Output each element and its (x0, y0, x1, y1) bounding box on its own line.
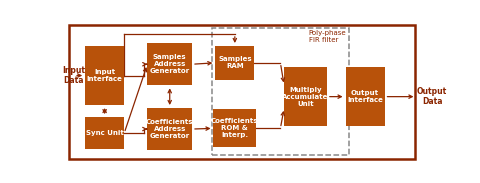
FancyBboxPatch shape (346, 67, 384, 126)
Text: Input
Data: Input Data (62, 66, 85, 85)
Text: Poly-phase
FIR filter: Poly-phase FIR filter (309, 30, 347, 43)
Text: Output
Interface: Output Interface (347, 90, 383, 103)
FancyBboxPatch shape (85, 46, 124, 105)
FancyBboxPatch shape (284, 67, 327, 126)
FancyBboxPatch shape (147, 108, 192, 150)
FancyBboxPatch shape (214, 109, 256, 147)
Text: Coefficients
Address
Generator: Coefficients Address Generator (146, 119, 193, 139)
Text: Sync Unit: Sync Unit (86, 130, 123, 136)
FancyBboxPatch shape (69, 25, 415, 159)
Text: Multiply
Accumulate
Unit: Multiply Accumulate Unit (282, 87, 329, 107)
Text: Output
Data: Output Data (417, 87, 447, 106)
FancyBboxPatch shape (147, 43, 192, 85)
Text: Coefficients
ROM &
Interp.: Coefficients ROM & Interp. (211, 118, 259, 138)
Text: Samples
RAM: Samples RAM (218, 56, 252, 69)
Text: Input
Interface: Input Interface (87, 69, 122, 82)
FancyBboxPatch shape (85, 117, 124, 150)
Text: Samples
Address
Generator: Samples Address Generator (150, 54, 190, 74)
FancyBboxPatch shape (216, 46, 254, 80)
